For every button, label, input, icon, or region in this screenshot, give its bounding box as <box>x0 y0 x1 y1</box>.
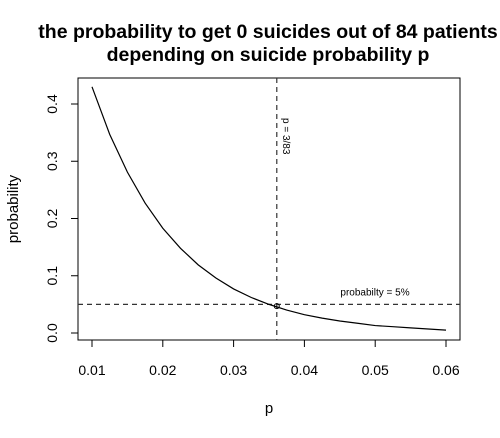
x-axis-label: p <box>265 400 273 417</box>
series-line <box>91 86 447 331</box>
y-tick-label: 0.4 <box>44 94 60 114</box>
x-tick-label: 0.06 <box>432 362 459 378</box>
y-tick-label: 0.2 <box>44 209 60 229</box>
annotations: p = 3/83 probabilty = 5% <box>273 118 410 310</box>
x-tick-label: 0.02 <box>149 362 176 378</box>
x-tick-label: 0.04 <box>291 362 318 378</box>
y-tick-label: 0.1 <box>44 266 60 286</box>
x-tick-label: 0.05 <box>362 362 389 378</box>
y-tick-label: 0.3 <box>44 151 60 171</box>
y-axis-label: probability <box>5 174 22 243</box>
y-axis: 0.0 0.1 0.2 0.3 0.4 <box>44 94 79 343</box>
y-tick-label: 0.0 <box>44 323 60 343</box>
x-axis: 0.01 0.02 0.03 0.04 0.05 0.06 <box>78 339 460 378</box>
chart-title-line-2: depending on suicide probability p <box>107 44 430 66</box>
x-tick-label: 0.01 <box>78 362 105 378</box>
vline-annotation: p = 3/83 <box>280 118 291 155</box>
x-tick-label: 0.03 <box>220 362 247 378</box>
hline-annotation: probabilty = 5% <box>340 287 409 298</box>
intersection-marker <box>273 303 280 310</box>
chart-title-line-1: the probability to get 0 suicides out of… <box>38 21 498 43</box>
series-layer <box>91 86 447 331</box>
